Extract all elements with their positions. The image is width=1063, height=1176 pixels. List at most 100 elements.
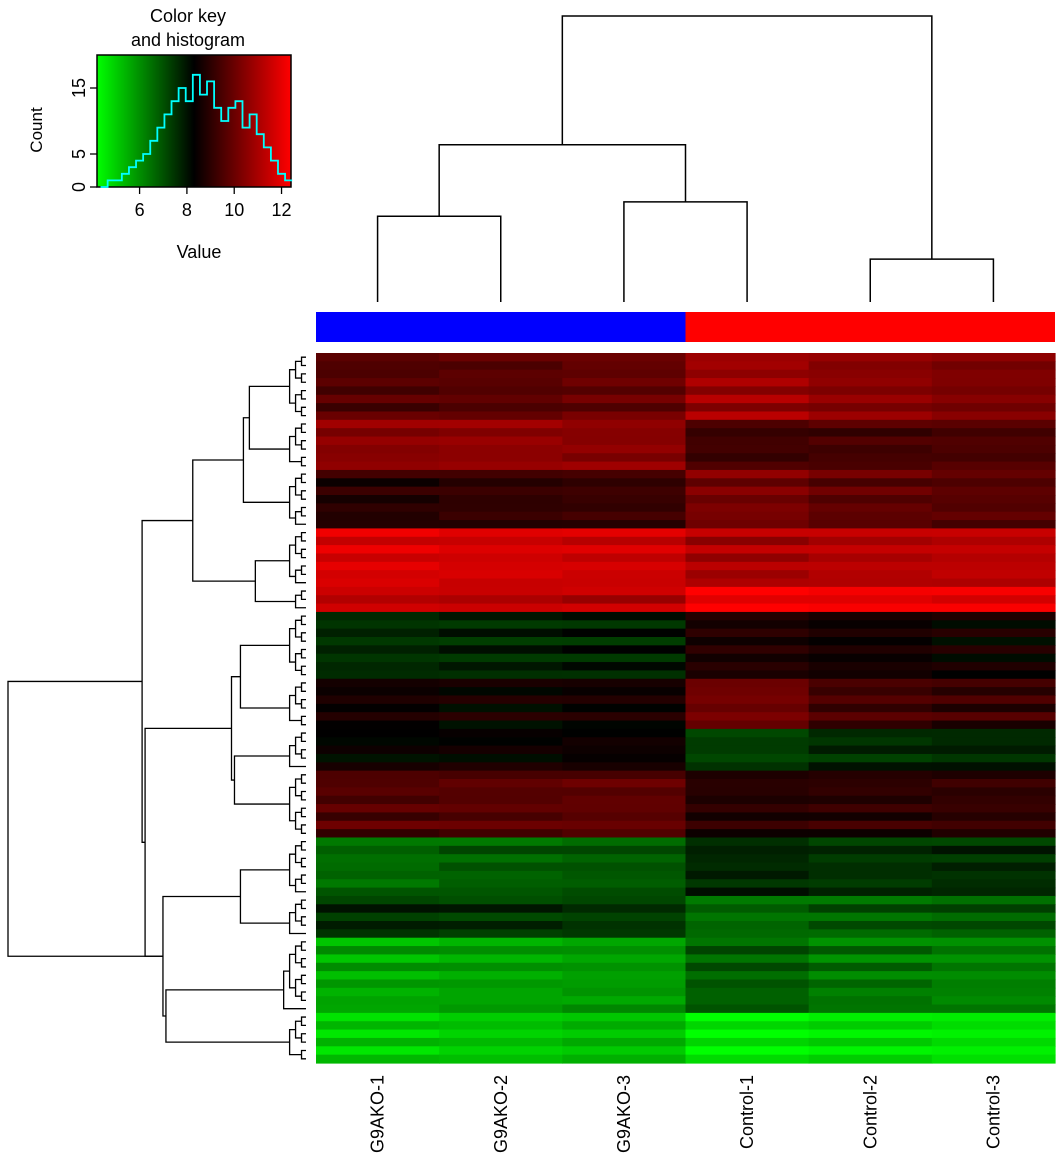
heatmap-cell [808,653,933,663]
heatmap-cell [808,369,933,379]
heatmap-cell [931,687,1056,697]
dendrogram-link [300,506,306,517]
heatmap-cell [562,536,687,546]
heatmap-cell [562,628,687,638]
heatmap-cell [685,553,810,563]
heatmap-cell [931,645,1056,655]
heatmap-cell [808,553,933,563]
dendrogram-link [300,698,306,709]
heatmap-cell [685,1029,810,1039]
heatmap-cell [931,561,1056,571]
heatmap-cell [808,570,933,580]
heatmap-cell [808,670,933,680]
column-label: Control-3 [983,1075,1003,1149]
heatmap-cell [439,937,563,947]
heatmap-cell [562,996,687,1006]
dendrogram-link [300,732,306,743]
heatmap-cell [439,578,563,588]
heatmap-cell [685,578,810,588]
heatmap-cell [685,503,810,513]
heatmap-cell [562,979,687,989]
heatmap-cell [439,979,563,989]
heatmap-cell [562,570,687,580]
heatmap-cell [808,728,933,738]
heatmap-cell [808,770,933,780]
heatmap-cell [316,520,440,530]
dendrogram-link [300,423,306,434]
heatmap-cell [316,812,440,822]
heatmap-cell [316,946,440,956]
heatmap-cell [931,795,1056,805]
heatmap-cell [562,962,687,972]
heatmap-cell [439,353,563,362]
heatmap-cell [931,762,1056,772]
heatmap-cell [808,428,933,438]
heatmap-cell [439,996,563,1006]
heatmap-cell [439,962,563,972]
heatmap-cell [808,1012,933,1022]
heatmap-cell [808,753,933,763]
color-key: Color key and histogram 6 8 10 12 0 5 15 Count… [27,6,293,262]
heatmap-cell [931,620,1056,630]
heatmap-cell [808,561,933,571]
heatmap-cell [685,369,810,379]
dendrogram-link [300,790,306,801]
heatmap-cell [808,845,933,855]
heatmap-cell [439,912,563,922]
color-key-ytick-label: 0 [69,182,89,192]
heatmap-cell [316,987,440,997]
heatmap-cell [931,394,1056,404]
heatmap-cell [439,378,563,388]
heatmap-cell [931,829,1056,839]
heatmap-cell [931,996,1056,1006]
heatmap-cell [562,1046,687,1056]
heatmap-cell [808,545,933,555]
heatmap-cell [439,954,563,964]
heatmap-cell [439,461,563,471]
heatmap-cell [685,812,810,822]
heatmap-cell [562,1021,687,1031]
heatmap-cell [316,879,440,889]
heatmap-cell [685,570,810,580]
heatmap-cell [808,1021,933,1031]
heatmap-cell [316,770,440,780]
heatmap-cell [439,854,563,864]
dendrogram-link [300,615,306,626]
heatmap-cell [808,921,933,930]
heatmap-cell [562,620,687,630]
column-labels: G9AKO-1 G9AKO-2 G9AKO-3 Control-1 Control-2 C… [368,1075,1004,1153]
heatmap-cell [685,628,810,638]
heatmap-cell [931,670,1056,680]
heatmap-cell [931,495,1056,504]
dendrogram-link [300,941,306,951]
heatmap-cell [316,403,440,413]
heatmap-cell [808,611,933,621]
heatmap-cell [562,461,687,471]
dendrogram-link [141,519,193,843]
heatmap-cell [685,712,810,722]
heatmap-cell [316,870,440,880]
heatmap-cell [439,1046,563,1056]
heatmap-cell [439,444,563,454]
heatmap-cell [685,996,810,1006]
heatmap-cell [931,870,1056,880]
heatmap-cell [808,1029,933,1039]
heatmap-cell [931,887,1056,897]
column-dendrogram [376,15,995,302]
heatmap-cell [685,695,810,705]
heatmap-cell [439,561,563,571]
heatmap-cell [316,921,440,930]
heatmap-cell [562,862,687,872]
dendrogram-link [294,619,302,638]
heatmap-cell [685,753,810,763]
heatmap-cell [562,929,687,939]
heatmap-cell [685,1021,810,1031]
heatmap-cell [439,495,563,504]
dendrogram-link [300,682,306,692]
heatmap-cell [931,812,1056,822]
heatmap-cell [685,954,810,964]
heatmap-cell [439,712,563,722]
heatmap-cell [562,578,687,588]
heatmap-cell [808,795,933,805]
heatmap-cell [808,1004,933,1014]
